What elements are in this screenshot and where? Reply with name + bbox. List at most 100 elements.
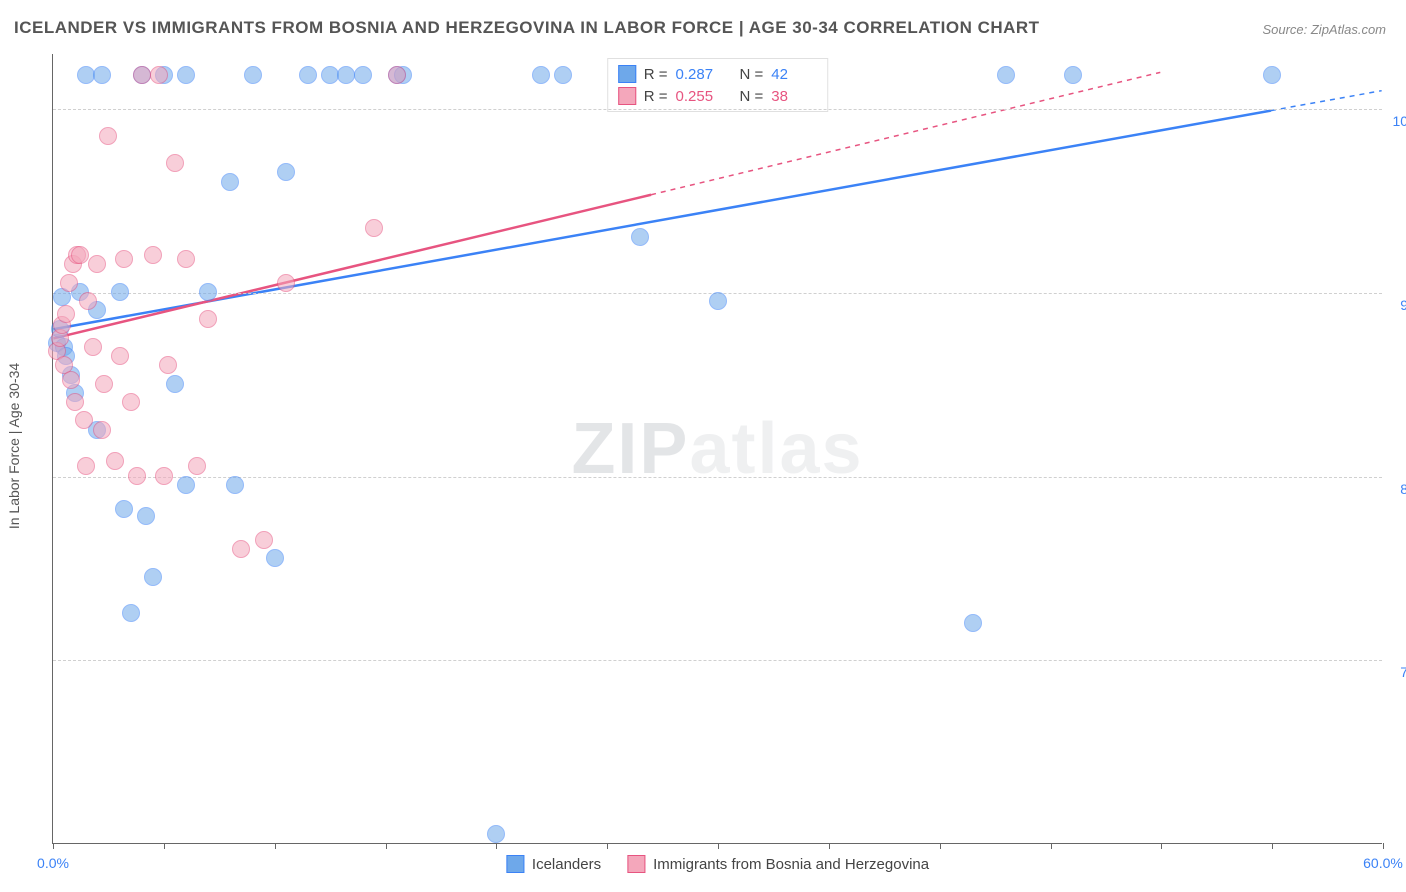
x-tick — [1383, 843, 1384, 849]
data-point — [133, 66, 151, 84]
gridline — [53, 477, 1382, 478]
x-tick-label: 60.0% — [1363, 855, 1403, 871]
y-tick-label: 80.0% — [1390, 481, 1406, 497]
x-tick — [275, 843, 276, 849]
x-tick — [940, 843, 941, 849]
legend-swatch — [506, 855, 524, 873]
data-point — [122, 604, 140, 622]
data-point — [155, 467, 173, 485]
n-value: 42 — [771, 66, 817, 83]
data-point — [79, 292, 97, 310]
data-point — [106, 452, 124, 470]
data-point — [244, 66, 262, 84]
data-point — [277, 274, 295, 292]
data-point — [93, 66, 111, 84]
r-value: 0.287 — [676, 66, 722, 83]
data-point — [60, 274, 78, 292]
n-value: 38 — [771, 88, 817, 105]
data-point — [111, 347, 129, 365]
data-point — [226, 476, 244, 494]
r-label: R = — [644, 66, 668, 83]
data-point — [232, 540, 250, 558]
data-point — [71, 246, 89, 264]
x-tick — [496, 843, 497, 849]
gridline — [53, 109, 1382, 110]
data-point — [150, 66, 168, 84]
x-tick — [829, 843, 830, 849]
y-axis-label: In Labor Force | Age 30-34 — [6, 363, 22, 529]
data-point — [88, 255, 106, 273]
data-point — [997, 66, 1015, 84]
correlation-row: R = 0.255 N = 38 — [618, 85, 818, 107]
data-point — [93, 421, 111, 439]
data-point — [177, 250, 195, 268]
data-point — [166, 375, 184, 393]
scatter-plot: ZIPatlas R =0.287N =42R =0.255N =38 Icel… — [52, 54, 1382, 844]
x-tick — [164, 843, 165, 849]
data-point — [95, 375, 113, 393]
correlation-stats-box: R = 0.287 N = 42 R = 0.255 N = 38 — [607, 58, 829, 112]
data-point — [554, 66, 572, 84]
x-tick — [607, 843, 608, 849]
legend-item: Immigrants from Bosnia and Herzegovina — [627, 855, 929, 873]
data-point — [177, 476, 195, 494]
r-value: 0.255 — [676, 88, 722, 105]
r-label: R = — [644, 88, 668, 105]
data-point — [631, 228, 649, 246]
data-point — [221, 173, 239, 191]
x-tick — [386, 843, 387, 849]
n-label: N = — [740, 66, 764, 83]
data-point — [66, 393, 84, 411]
y-tick-label: 90.0% — [1390, 297, 1406, 313]
data-point — [365, 219, 383, 237]
data-point — [137, 507, 155, 525]
correlation-row: R = 0.287 N = 42 — [618, 63, 818, 85]
data-point — [532, 66, 550, 84]
legend-label: Icelanders — [532, 856, 601, 873]
x-tick — [1161, 843, 1162, 849]
data-point — [62, 371, 80, 389]
x-tick — [1272, 843, 1273, 849]
data-point — [337, 66, 355, 84]
data-point — [1263, 66, 1281, 84]
data-point — [111, 283, 129, 301]
data-point — [299, 66, 317, 84]
data-point — [75, 411, 93, 429]
data-point — [255, 531, 273, 549]
data-point — [709, 292, 727, 310]
data-point — [266, 549, 284, 567]
data-point — [77, 457, 95, 475]
x-tick-label: 0.0% — [37, 855, 69, 871]
legend-label: Immigrants from Bosnia and Herzegovina — [653, 856, 929, 873]
data-point — [199, 283, 217, 301]
legend-swatch — [627, 855, 645, 873]
chart-title: ICELANDER VS IMMIGRANTS FROM BOSNIA AND … — [14, 18, 1040, 38]
data-point — [354, 66, 372, 84]
y-tick-label: 70.0% — [1390, 664, 1406, 680]
data-point — [115, 250, 133, 268]
data-point — [144, 246, 162, 264]
data-point — [964, 614, 982, 632]
legend: Icelanders Immigrants from Bosnia and Her… — [506, 855, 929, 873]
data-point — [99, 127, 117, 145]
data-point — [128, 467, 146, 485]
y-tick-label: 100.0% — [1390, 113, 1406, 129]
data-point — [277, 163, 295, 181]
gridline — [53, 660, 1382, 661]
source-attribution: Source: ZipAtlas.com — [1262, 22, 1386, 37]
x-tick — [1051, 843, 1052, 849]
data-point — [84, 338, 102, 356]
trend-lines — [53, 54, 1382, 843]
data-point — [199, 310, 217, 328]
x-tick — [718, 843, 719, 849]
data-point — [166, 154, 184, 172]
legend-swatch — [618, 87, 636, 105]
n-label: N = — [740, 88, 764, 105]
legend-item: Icelanders — [506, 855, 601, 873]
data-point — [487, 825, 505, 843]
x-tick — [53, 843, 54, 849]
legend-swatch — [618, 65, 636, 83]
data-point — [177, 66, 195, 84]
data-point — [122, 393, 140, 411]
data-point — [57, 305, 75, 323]
